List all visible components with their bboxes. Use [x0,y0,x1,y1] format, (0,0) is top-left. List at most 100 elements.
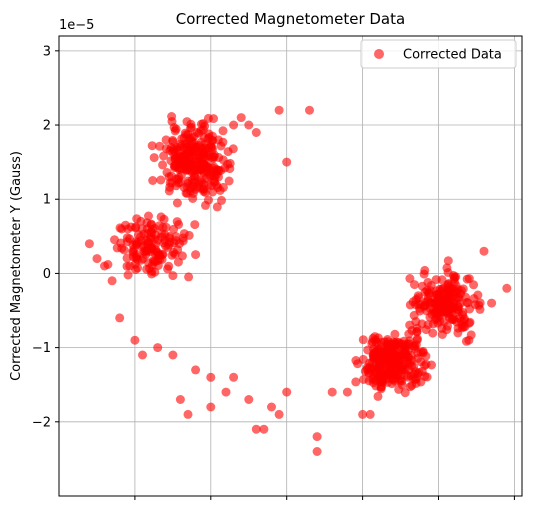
scatter-point [122,261,132,271]
y-tick-label: −1 [32,341,51,356]
scatter-point [373,333,383,343]
scatter-point [223,147,233,157]
scatter-point [383,374,392,383]
scatter-point [432,290,442,300]
scatter-point [209,114,218,124]
scatter-point [465,317,475,327]
scatter-point [351,356,361,365]
scatter-point [410,280,419,290]
scatter-point [149,153,159,163]
scatter-point [369,348,379,358]
scatter-point [312,447,322,456]
scatter-point [427,360,436,370]
scatter-point [469,280,479,290]
scatter-point [419,269,429,279]
y-tick-label: 3 [43,44,51,59]
y-axis-label: Corrected Magnetometer Y (Gauss) [9,151,24,381]
scatter-point [376,377,385,387]
scatter-point [179,142,189,152]
scatter-point [172,198,182,208]
scatter-point [184,272,194,282]
scatter-point [443,256,453,266]
scatter-point [159,214,169,224]
scatter-point [251,128,261,137]
scatter-point [174,220,184,229]
scatter-point [144,211,153,221]
scatter-point [171,174,181,184]
scatter-point [381,352,391,362]
scatter-point [168,135,178,145]
y-tick-label: −2 [32,415,51,430]
scatter-point [100,261,109,271]
scatter-point [342,387,352,397]
scatter-point [175,239,184,249]
scatter-point [390,329,400,339]
scatter-point [141,246,151,256]
scatter-point [405,274,415,283]
scatter-point [218,126,228,136]
scatter-point [368,378,378,388]
scatter-point [161,222,171,232]
scatter-point [236,113,246,123]
scatter-point [423,288,433,298]
scatter-point [437,323,447,333]
scatter-point [453,323,463,333]
scatter-point [479,246,489,256]
scatter-point [358,335,368,345]
scatter-point [182,152,192,162]
scatter-point [251,424,261,434]
scatter-point [416,377,426,387]
scatter-point [193,164,202,174]
scatter-point [150,267,160,277]
scatter-point [171,232,181,242]
scatter-point [415,303,424,313]
scatter-point [138,350,147,360]
scatter-point [213,135,223,145]
scatter-point [407,355,417,365]
scatter-point [175,157,185,166]
scatter-point [206,372,216,382]
y-tick-label: 0 [43,267,51,282]
scatter-point [206,142,216,152]
scatter-point [407,326,417,335]
scatter-point [191,250,201,260]
scatter-point [377,367,387,377]
scatter-point [411,295,421,305]
scatter-point [147,141,157,151]
scatter-point [218,182,228,192]
scatter-point [212,202,222,212]
scatter-point [405,336,415,346]
scatter-point [198,125,208,135]
scatter-point [259,424,269,434]
scatter-point [133,263,143,273]
scatter-point [274,105,284,115]
scatter-point [364,368,374,378]
scatter-point [175,395,185,404]
data-points [84,105,512,456]
scatter-point [168,271,178,281]
scatter-point [216,166,226,176]
scatter-point [142,218,152,228]
legend: Corrected Data [360,39,517,69]
scatter-point [229,372,239,382]
scatter-point [465,304,475,314]
scatter-point [182,117,192,127]
scatter-point [373,391,383,401]
scatter-point [163,264,173,274]
scatter-point [457,316,466,326]
scatter-point [351,377,361,387]
scatter-point [155,141,165,151]
plot-frame [58,35,523,497]
scatter-point [188,138,198,148]
scatter-point [206,402,216,412]
scatter-point [387,359,397,369]
scatter-point [487,298,497,308]
scatter-point [365,409,375,419]
scatter-point [132,252,141,262]
grid [59,36,522,496]
scatter-point [166,156,176,166]
scatter-point [192,156,202,166]
scatter-point [441,295,451,304]
scatter-point [161,241,170,251]
scatter-point [180,128,190,138]
